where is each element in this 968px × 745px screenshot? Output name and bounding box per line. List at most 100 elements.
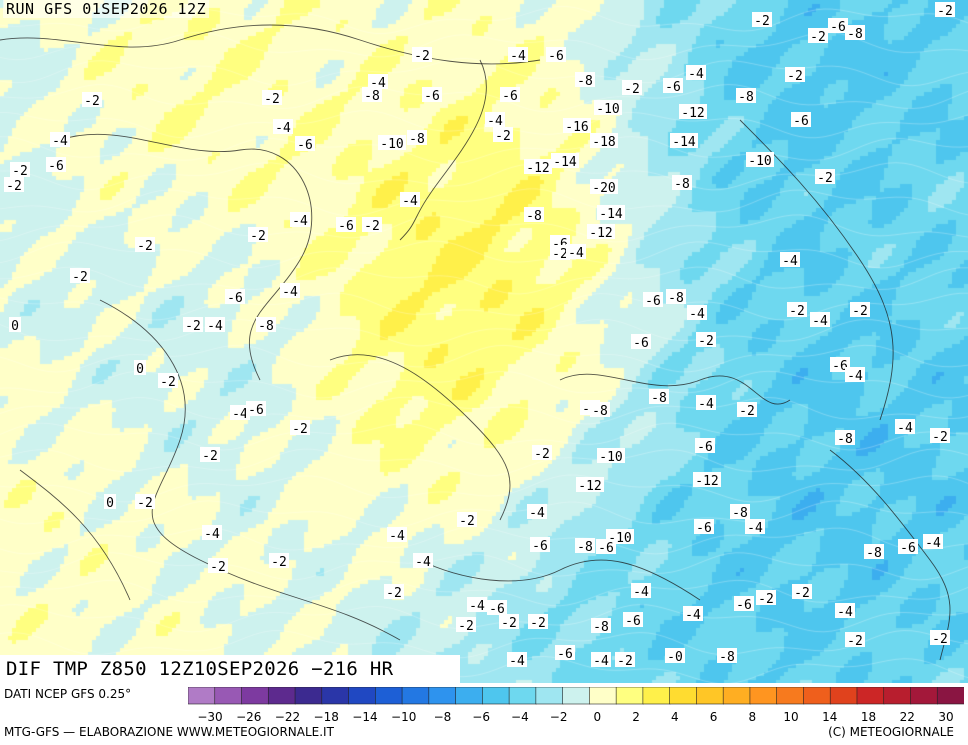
isotherm-label-bg — [413, 553, 433, 568]
isotherm-label-bg — [687, 305, 707, 320]
isotherm-label-text: -4 — [292, 214, 308, 229]
isotherm-label-text: -2 — [210, 560, 226, 575]
isotherm-label: -8 — [590, 402, 610, 419]
isotherm-label-text: -2 — [937, 4, 953, 19]
isotherm-label-bg — [679, 104, 707, 119]
isotherm-label: -2 — [412, 47, 432, 64]
isotherm-label-bg — [845, 25, 865, 40]
isotherm-label-text: -6 — [793, 114, 809, 129]
isotherm-label-bg — [10, 162, 30, 177]
isotherm-label-text: -6 — [548, 49, 564, 64]
isotherm-label: -4 — [566, 244, 586, 261]
isotherm-label: -2 — [787, 302, 807, 319]
isotherm-label-text: -2 — [789, 304, 805, 319]
isotherm-label-bg — [135, 494, 155, 509]
isotherm-label: -4 — [507, 652, 527, 669]
isotherm-label: -8 — [256, 317, 276, 334]
isotherm-label: -8 — [362, 87, 382, 104]
isotherm-label-text: -8 — [674, 177, 690, 192]
colorbar-swatch — [562, 687, 591, 705]
isotherm-label-text: -18 — [592, 135, 615, 150]
isotherm-label: -6 — [643, 292, 663, 309]
isotherm-label: -2 — [493, 127, 513, 144]
isotherm-label: -2 — [930, 630, 950, 647]
copyright-label: (C) METEOGIORNALE — [828, 725, 954, 739]
isotherm-label-bg — [590, 133, 618, 148]
isotherm-label-bg — [407, 130, 427, 145]
isotherm-label-text: -2 — [72, 270, 88, 285]
colorbar-swatch — [348, 687, 377, 705]
isotherm-label: -6 — [246, 401, 266, 418]
isotherm-label-text: -12 — [578, 479, 601, 494]
isotherm-label: -2 — [737, 402, 757, 419]
isotherm-label-text: -6 — [736, 598, 752, 613]
isotherm-label-text: -6 — [248, 403, 264, 418]
isotherm-label: 0 — [9, 317, 21, 334]
isotherm-label-bg — [597, 205, 625, 220]
isotherm-label-text: -6 — [645, 294, 661, 309]
isotherm-label-text: -8 — [732, 506, 748, 521]
isotherm-label-text: -2 — [414, 49, 430, 64]
isotherm-label: -2 — [362, 217, 382, 234]
isotherm-label-text: -4 — [52, 134, 68, 149]
isotherm-label-bg — [835, 603, 855, 618]
colorbar-swatch — [589, 687, 617, 705]
isotherm-label: -2 — [815, 169, 835, 186]
isotherm-label-text: -8 — [593, 620, 609, 635]
isotherm-label-text: -4 — [897, 421, 913, 436]
isotherm-label-bg — [670, 133, 698, 148]
colorbar-swatch — [669, 687, 698, 705]
colorbar-tick-label: 4 — [671, 710, 679, 724]
isotherm-label-bg — [597, 448, 625, 463]
colorbar-tick-label: 30 — [938, 710, 953, 724]
isotherm-label: -4 — [527, 504, 547, 521]
isotherm-label: -4 — [687, 305, 707, 322]
isotherm-label: -4 — [273, 119, 293, 136]
colorbar-swatch — [321, 687, 350, 705]
isotherm-label: -6 — [791, 112, 811, 129]
isotherm-label-text: -2 — [624, 82, 640, 97]
isotherm-label-text: -8 — [526, 209, 542, 224]
isotherm-label-bg — [752, 12, 772, 27]
isotherm-label-bg — [9, 317, 21, 332]
isotherm-label: -2 — [183, 317, 203, 334]
colorbar-swatch — [776, 687, 805, 705]
isotherm-label-bg — [248, 227, 268, 242]
colorbar-swatch — [482, 687, 510, 705]
colorbar-swatch — [188, 687, 216, 705]
isotherm-label: -2 — [384, 584, 404, 601]
isotherm-label: -4 — [810, 312, 830, 329]
isotherm-label-text: -6 — [48, 159, 64, 174]
isotherm-label: -6 — [734, 596, 754, 613]
isotherm-label: -8 — [672, 175, 692, 192]
isotherm-label-text: -2 — [386, 586, 402, 601]
isotherm-label-text: -2 — [534, 447, 550, 462]
isotherm-label-text: -4 — [782, 254, 798, 269]
isotherm-label-bg — [780, 252, 800, 267]
isotherm-label-text: -8 — [409, 132, 425, 147]
isotherm-label-bg — [666, 289, 686, 304]
isotherm-label-bg — [745, 519, 765, 534]
isotherm-label: -2 — [930, 428, 950, 445]
isotherm-label-bg — [200, 447, 220, 462]
isotherm-label: -6 — [631, 334, 651, 351]
isotherm-label-bg — [696, 332, 716, 347]
isotherm-label: -4 — [631, 583, 651, 600]
isotherm-label: -6 — [422, 87, 442, 104]
isotherm-label: -8 — [736, 88, 756, 105]
isotherm-label: -4 — [591, 652, 611, 669]
isotherm-label: -8 — [864, 544, 884, 561]
isotherm-label-bg — [422, 87, 442, 102]
isotherm-label: 0 — [104, 494, 116, 511]
isotherm-label: -12 — [693, 472, 721, 489]
isotherm-label: -2 — [808, 28, 828, 45]
isotherm-label-bg — [467, 597, 487, 612]
isotherm-label-text: -4 — [529, 506, 545, 521]
isotherm-label-text: -4 — [207, 319, 223, 334]
isotherm-label-bg — [532, 445, 552, 460]
isotherm-label-text: -8 — [651, 391, 667, 406]
isotherm-label-text: -4 — [837, 605, 853, 620]
isotherm-label-text: -2 — [552, 247, 568, 262]
isotherm-label-bg — [791, 112, 811, 127]
